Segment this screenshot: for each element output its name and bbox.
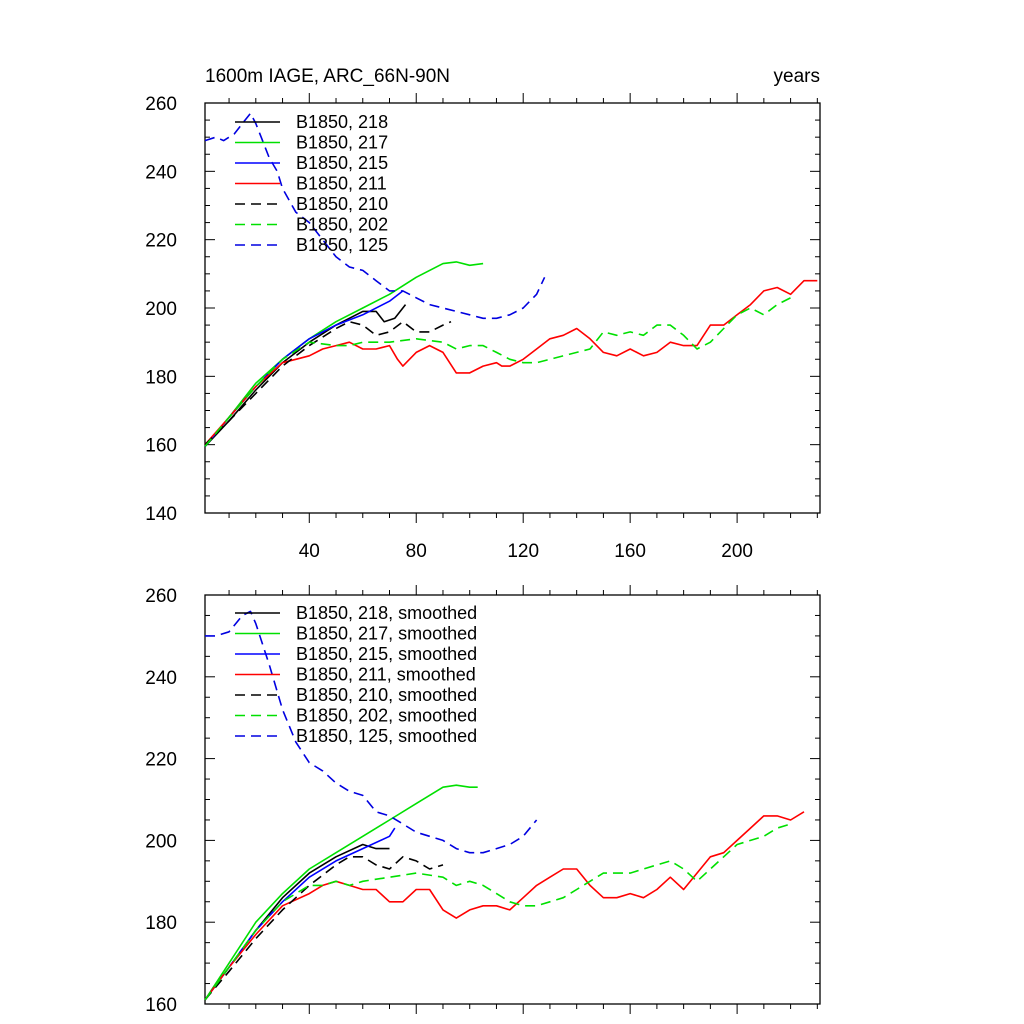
series-line xyxy=(204,297,791,447)
series-line xyxy=(204,112,546,320)
top-panel: 40 80 120 160 200 140 160 180 200 220 240 260 B1850,… xyxy=(145,93,821,562)
series-line xyxy=(204,304,407,447)
series-line xyxy=(204,290,404,447)
legend-label: B1850, 211, smoothed xyxy=(296,665,476,685)
series-line xyxy=(204,827,396,1001)
x-tick-label: 80 xyxy=(406,541,427,562)
y-tick-label: 260 xyxy=(145,586,177,607)
legend-label: B1850, 202, smoothed xyxy=(296,706,477,726)
x-tick-label: 120 xyxy=(507,541,539,562)
series-line xyxy=(204,823,791,1001)
y-tick-label: 160 xyxy=(145,436,177,457)
legend-label: B1850, 202 xyxy=(296,215,388,235)
chart-units: years xyxy=(774,66,820,87)
legend-label: B1850, 211 xyxy=(296,174,387,194)
series-line xyxy=(204,320,452,446)
y-tick-label: 160 xyxy=(145,995,177,1016)
legend-label: B1850, 210 xyxy=(296,194,388,214)
legend-label: B1850, 215, smoothed xyxy=(296,644,477,664)
series-line xyxy=(204,843,390,1001)
series-line xyxy=(204,811,805,1001)
x-tick-label: 200 xyxy=(721,541,753,562)
y-tick-label: 220 xyxy=(145,750,177,771)
y-tick-label: 200 xyxy=(145,831,177,852)
legend-label: B1850, 218 xyxy=(296,112,388,132)
series-line xyxy=(204,279,818,446)
x-tick-label: 160 xyxy=(614,541,646,562)
legend-label: B1850, 217 xyxy=(296,133,388,153)
y-tick-label: 200 xyxy=(145,299,177,320)
series-line xyxy=(205,610,538,854)
y-tick-label: 220 xyxy=(145,231,177,252)
y-tick-label: 260 xyxy=(145,94,177,115)
legend-label: B1850, 218, smoothed xyxy=(296,603,477,623)
x-tick-label: 40 xyxy=(299,541,320,562)
series-line xyxy=(204,784,478,1001)
legend-label: B1850, 217, smoothed xyxy=(296,624,477,644)
series-line xyxy=(204,261,484,447)
y-tick-label: 180 xyxy=(145,913,177,934)
series-line xyxy=(204,855,444,1001)
y-tick-label: 240 xyxy=(145,668,177,689)
y-tick-label: 140 xyxy=(145,504,177,525)
y-tick-label: 240 xyxy=(145,162,177,183)
legend-label: B1850, 210, smoothed xyxy=(296,685,477,705)
legend-label: B1850, 215 xyxy=(296,153,388,173)
chart-title: 1600m IAGE, ARC_66N-90N xyxy=(205,66,450,87)
legend-label: B1850, 125 xyxy=(296,235,388,255)
y-tick-label: 180 xyxy=(145,367,177,388)
legend-label: B1850, 125, smoothed xyxy=(296,726,477,746)
